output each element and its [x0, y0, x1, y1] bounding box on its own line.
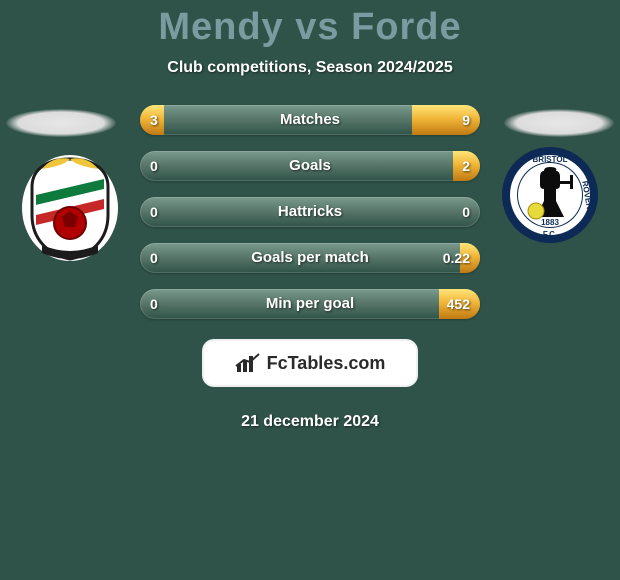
bristol-rovers-crest-icon: BRISTOL ROVERS F.C. 1883: [500, 145, 600, 245]
page-title: Mendy vs Forde: [0, 0, 620, 49]
player-shadow-right: [504, 109, 614, 137]
brand-pill: FcTables.com: [202, 339, 418, 387]
player-shadow-left: [6, 109, 116, 137]
stat-right-value: 9: [462, 105, 470, 135]
svg-text:1883: 1883: [541, 218, 559, 227]
stat-label: Matches: [140, 105, 480, 135]
stat-bar-min-per-goal: 0 Min per goal 452: [140, 289, 480, 319]
stat-bar-goals-per-match: 0 Goals per match 0.22: [140, 243, 480, 273]
stats-stage: BRISTOL ROVERS F.C. 1883 3 Matches 9: [0, 95, 620, 455]
stat-label: Hattricks: [140, 197, 480, 227]
stat-right-value: 0.22: [443, 243, 470, 273]
left-club-crest: [20, 153, 120, 263]
stat-right-value: 2: [462, 151, 470, 181]
stat-bar-goals: 0 Goals 2: [140, 151, 480, 181]
bar-chart-icon: [235, 352, 261, 374]
stat-label: Goals per match: [140, 243, 480, 273]
stat-bar-hattricks: 0 Hattricks 0: [140, 197, 480, 227]
svg-text:F.C.: F.C.: [543, 230, 557, 239]
stat-bar-matches: 3 Matches 9: [140, 105, 480, 135]
stat-right-value: 452: [447, 289, 470, 319]
stat-right-value: 0: [462, 197, 470, 227]
subtitle: Club competitions, Season 2024/2025: [0, 59, 620, 77]
right-club-crest: BRISTOL ROVERS F.C. 1883: [500, 145, 600, 255]
date-text: 21 december 2024: [0, 413, 620, 431]
wrexham-crest-icon: [20, 153, 120, 263]
stat-label: Goals: [140, 151, 480, 181]
brand-text: FcTables.com: [267, 353, 386, 374]
stat-bars: 3 Matches 9 0 Goals 2 0 Hattricks 0 0 Go…: [140, 105, 480, 335]
stat-label: Min per goal: [140, 289, 480, 319]
svg-text:BRISTOL: BRISTOL: [533, 155, 568, 164]
